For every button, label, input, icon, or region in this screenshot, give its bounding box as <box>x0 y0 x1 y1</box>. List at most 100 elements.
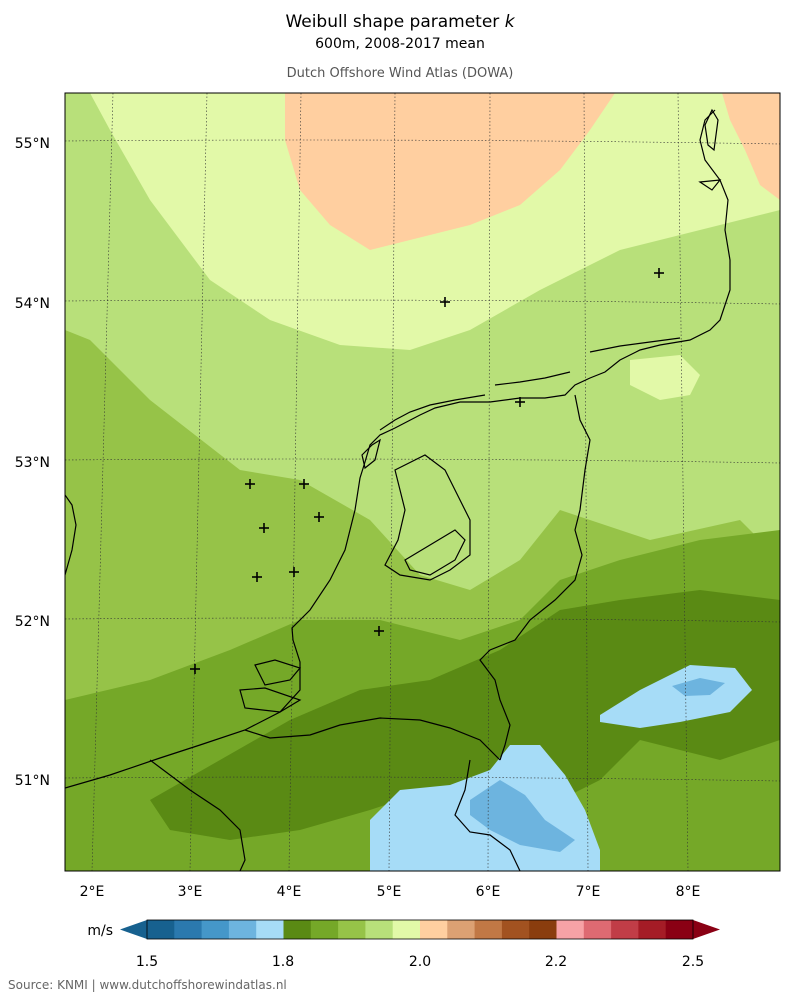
border-nl-de <box>479 394 591 761</box>
station-marker <box>374 626 384 636</box>
field-light-blue-east <box>600 665 752 728</box>
station-markers <box>190 268 664 674</box>
lon-label-8e: 8°E <box>676 884 701 900</box>
colorbar-outline <box>146 919 694 940</box>
coastlines <box>65 108 731 871</box>
gridline-2e <box>91 92 114 872</box>
colorbar: m/s 1.5 1.8 2.0 2.2 2.5 <box>87 919 720 970</box>
gridline-7e <box>583 92 589 872</box>
map-title: Weibull shape parameter k <box>0 12 800 32</box>
lon-label-5e: 5°E <box>377 884 402 900</box>
longitude-labels: 2°E 3°E 4°E 5°E 6°E 7°E 8°E <box>80 884 701 900</box>
coastline-flevoland <box>404 529 466 576</box>
colorbar-tick-label: 1.8 <box>272 954 294 970</box>
footer-source: Source: KNMI | www.dutchoffshorewindatla… <box>8 978 287 992</box>
field-mid-blue-south <box>470 780 575 852</box>
field-dark-green <box>150 590 780 840</box>
station-marker <box>245 479 255 489</box>
colorbar-extend-min <box>120 920 147 939</box>
gridline-52n <box>64 617 781 623</box>
station-marker <box>299 479 309 489</box>
title-k-symbol: k <box>504 12 515 32</box>
lat-label-54n: 54°N <box>15 296 50 312</box>
coastline-wadden-1 <box>379 394 486 431</box>
colorbar-segment <box>256 920 284 939</box>
colorbar-extend-max <box>693 920 720 939</box>
gridline-5e <box>388 92 396 872</box>
coastline-texel <box>361 438 381 470</box>
lat-label-53n: 53°N <box>15 455 50 471</box>
field-mid-blue-east <box>672 678 725 696</box>
latitude-labels: 55°N 54°N 53°N 52°N 51°N <box>15 136 50 789</box>
border-be-de <box>454 759 521 871</box>
field-pale-patch-east <box>630 355 700 400</box>
colorbar-tick-label: 2.2 <box>545 954 567 970</box>
coastline-belgium <box>149 759 246 871</box>
colorbar-segment <box>665 920 694 939</box>
station-marker <box>259 523 269 533</box>
title-text: Weibull shape parameter <box>285 12 505 32</box>
station-marker <box>289 567 299 577</box>
station-marker <box>314 512 324 522</box>
colorbar-segment <box>420 920 448 939</box>
colorbar-segment <box>556 920 585 939</box>
coastline-zeeland-2 <box>239 687 302 713</box>
colorbar-segment <box>529 920 557 939</box>
coastline-mainland <box>65 109 731 789</box>
colorbar-segments <box>147 920 694 939</box>
gridline-8e <box>677 92 689 872</box>
gridline-53n <box>64 458 781 464</box>
colorbar-segment <box>638 920 667 939</box>
lat-label-52n: 52°N <box>15 614 50 630</box>
colorbar-segment <box>174 920 203 939</box>
station-marker <box>190 664 200 674</box>
colorbar-segment <box>338 920 366 939</box>
gridline-4e <box>288 92 302 872</box>
station-marker <box>440 297 450 307</box>
station-marker <box>515 397 525 407</box>
colorbar-segment <box>447 920 476 939</box>
lon-label-6e: 6°E <box>476 884 501 900</box>
coastline-zeeland-1 <box>254 659 302 686</box>
gridline-51n <box>64 776 781 782</box>
graticule <box>64 92 781 872</box>
colorbar-segment <box>501 920 530 939</box>
gridline-3e <box>189 92 208 872</box>
colorbar-unit: m/s <box>87 923 113 939</box>
dataset-name: Dutch Offshore Wind Atlas (DOWA) <box>286 66 514 81</box>
coastline-england <box>65 494 77 576</box>
colorbar-segment <box>365 920 394 939</box>
gridline-6e <box>487 92 491 872</box>
map-field <box>65 93 780 871</box>
colorbar-tick-label: 2.5 <box>682 954 704 970</box>
gridline-54n <box>64 299 781 305</box>
colorbar-segment <box>392 920 421 939</box>
field-peach-northeast <box>722 93 780 200</box>
station-marker <box>252 572 262 582</box>
coastline-amrum <box>698 179 722 191</box>
colorbar-segment <box>474 920 503 939</box>
colorbar-segment <box>147 920 175 939</box>
lat-label-51n: 51°N <box>15 773 50 789</box>
colorbar-segment <box>228 920 257 939</box>
map-subtitle: 600m, 2008-2017 mean <box>315 36 485 52</box>
lon-label-2e: 2°E <box>80 884 105 900</box>
lon-label-7e: 7°E <box>576 884 601 900</box>
lon-label-3e: 3°E <box>178 884 203 900</box>
lon-label-4e: 4°E <box>277 884 302 900</box>
coastline-wadden-2 <box>494 371 571 386</box>
colorbar-segment <box>583 920 612 939</box>
coastline-ijsselmeer <box>384 454 471 581</box>
border-nl-be <box>244 717 501 761</box>
gridline-55n <box>64 139 781 145</box>
colorbar-segment <box>201 920 230 939</box>
map-frame <box>64 92 781 872</box>
station-marker <box>654 268 664 278</box>
colorbar-tick-label: 2.0 <box>409 954 431 970</box>
field-peach-north <box>285 93 615 250</box>
colorbar-segment <box>310 920 339 939</box>
colorbar-segment <box>611 920 639 939</box>
colorbar-tick-label: 1.5 <box>136 954 158 970</box>
coastline-wadden-3 <box>589 337 681 353</box>
